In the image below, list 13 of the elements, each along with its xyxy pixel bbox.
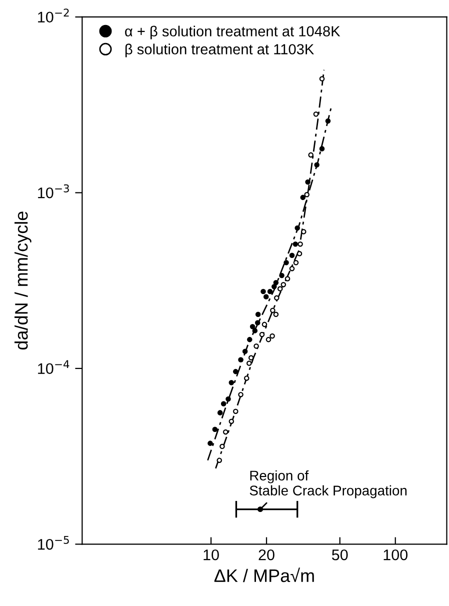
x-tick-label: 100 <box>384 549 408 560</box>
y-tick-label: 10$^{−3}$ <box>38 184 69 198</box>
x-tick-label: 50 <box>332 549 348 560</box>
x-tick-label: 20 <box>258 549 274 560</box>
y-axis-title: da/dN / mm/cycle <box>14 212 32 350</box>
legend-label: α + β solution treatment at 1048K <box>125 26 340 40</box>
y-tick-label: 10$^{−4}$ <box>38 360 70 374</box>
legend-label: β solution treatment at 1103K <box>125 44 314 58</box>
y-tick-label: 10$^{−5}$ <box>38 536 69 550</box>
x-tick-label: 10 <box>204 549 219 560</box>
annotation: Region of Stable Crack Propagation <box>250 470 407 498</box>
y-tick-label: 10$^{−2}$ <box>38 8 69 23</box>
x-axis-title: ΔK / MPa√m <box>214 568 314 582</box>
